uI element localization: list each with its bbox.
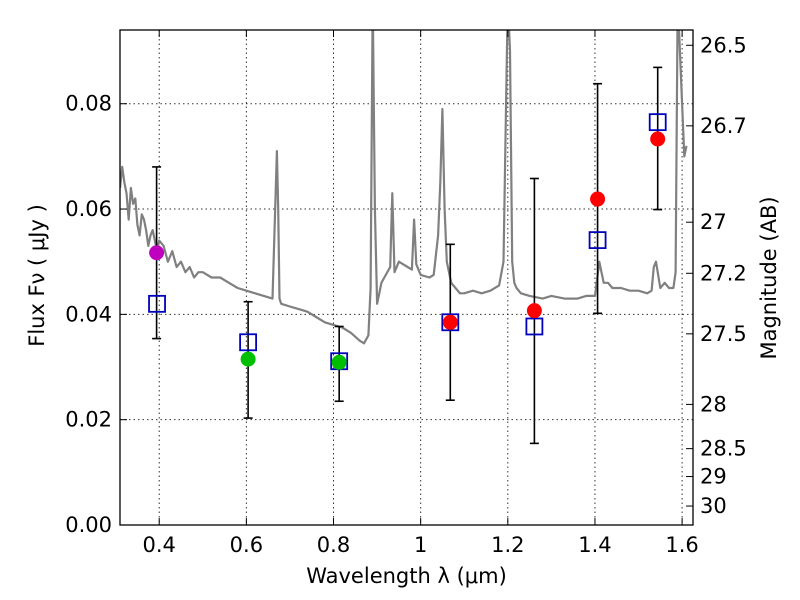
mag-tick-label: 29 xyxy=(700,465,727,489)
observed-circle-marker xyxy=(650,131,666,147)
y-tick-label: 0.06 xyxy=(65,197,112,221)
grid-lines xyxy=(120,30,693,526)
model-square-marker xyxy=(239,333,258,352)
mag-tick-label: 27 xyxy=(700,210,727,234)
plot-frame xyxy=(119,29,694,526)
x-tick-label: 0.4 xyxy=(143,533,176,557)
y-tick-label: 0.00 xyxy=(65,513,112,537)
x-tick-label: 1.2 xyxy=(491,533,524,557)
observed-circle-marker xyxy=(331,354,347,370)
x-tick-label: 0.6 xyxy=(230,533,263,557)
model-square-marker xyxy=(648,113,667,132)
x-tick-label: 0.8 xyxy=(317,533,350,557)
mag-tick-label: 26.5 xyxy=(700,33,747,57)
mag-tick-label: 28.5 xyxy=(700,437,747,461)
data-markers xyxy=(148,113,667,371)
observed-circle-marker xyxy=(590,191,606,207)
x-axis-title: Wavelength λ (μm) xyxy=(306,564,507,588)
mag-tick-label: 26.7 xyxy=(700,114,747,138)
mag-tick-label: 27.5 xyxy=(700,322,747,346)
x-tick-label: 1.6 xyxy=(665,533,698,557)
y-axis-title-right: Magnitude (AB) xyxy=(757,196,781,359)
spectrum-line xyxy=(120,30,688,345)
mag-tick-label: 27.2 xyxy=(700,261,747,285)
y-tick-label: 0.02 xyxy=(65,408,112,432)
x-tick-label: 1.4 xyxy=(578,533,611,557)
axis-ticks: 0.4 0.6 0.8 1 1.2 1.4 1.6 0.00 0.02 0.04 0.06 0.08 2… xyxy=(65,30,747,557)
model-square-marker xyxy=(441,313,460,332)
y-tick-label: 0.04 xyxy=(65,302,112,326)
y-axis-title-left: Flux Fν ( μJy ) xyxy=(25,204,49,347)
x-tick-label: 1 xyxy=(414,533,427,557)
observed-circle-marker xyxy=(149,245,165,261)
error-bars xyxy=(152,66,663,445)
model-square-marker xyxy=(525,317,544,336)
mag-tick-label: 30 xyxy=(700,494,727,518)
observed-circle-marker xyxy=(442,314,458,330)
observed-circle-marker xyxy=(240,351,256,367)
mag-tick-label: 28 xyxy=(700,392,727,416)
model-spectrum xyxy=(120,30,688,345)
model-square-marker xyxy=(588,231,607,250)
y-tick-label: 0.08 xyxy=(65,92,112,116)
observed-circle-marker xyxy=(526,303,542,319)
model-square-marker xyxy=(148,294,166,313)
